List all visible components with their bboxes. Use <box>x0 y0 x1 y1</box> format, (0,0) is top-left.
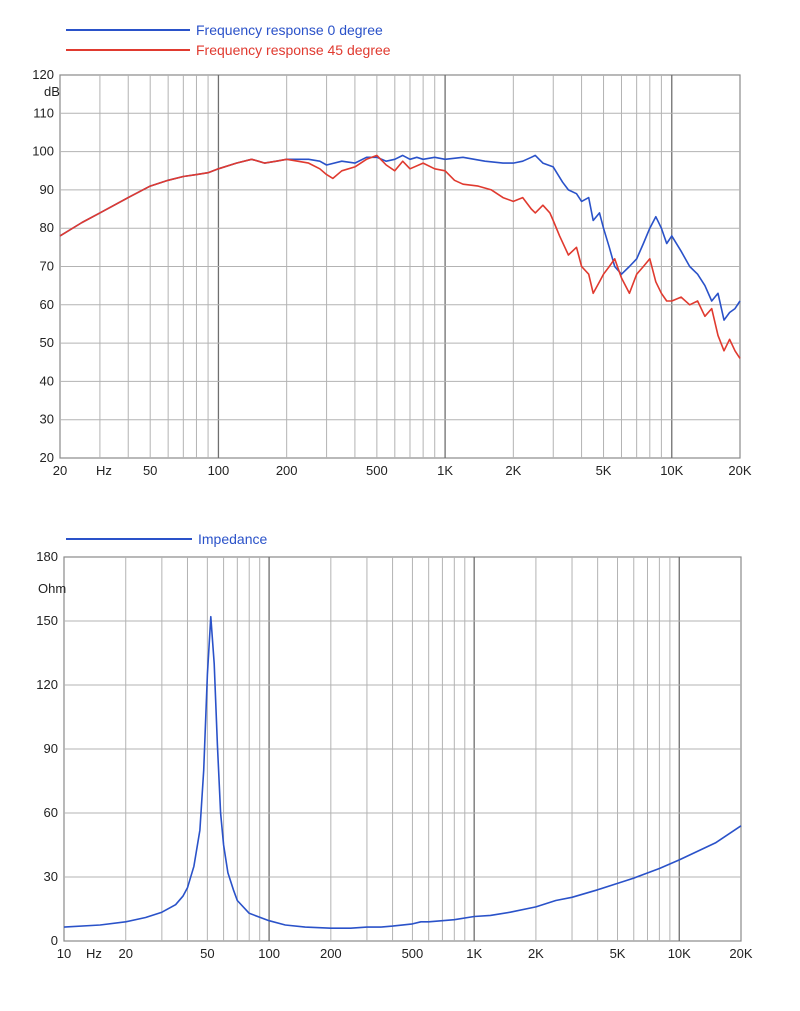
x-tick-label: 20K <box>729 946 752 961</box>
x-tick-label: 1K <box>466 946 482 961</box>
x-tick-label: 2K <box>528 946 544 961</box>
x-tick-label: 2K <box>505 463 521 478</box>
x-tick-label: 1K <box>437 463 453 478</box>
x-tick-label: 500 <box>402 946 424 961</box>
y-tick-label: 60 <box>44 805 58 820</box>
y-tick-label: 60 <box>40 297 54 312</box>
y-tick-label: 100 <box>32 144 54 159</box>
grid <box>64 557 741 941</box>
y-tick-label: 90 <box>44 741 58 756</box>
series-line-0 <box>63 615 742 930</box>
x-tick-label: 100 <box>208 463 230 478</box>
y-axis-unit-label: dB <box>44 84 60 99</box>
frequency-response-chart: 20 30 40 50 60 70 80 90 100 110 120 dB 20 50 100 200 500… <box>32 22 752 478</box>
x-tick-label: 500 <box>366 463 388 478</box>
series-line-1 <box>59 154 741 359</box>
y-tick-label: 30 <box>40 412 54 427</box>
y-axis-unit-label: Ohm <box>38 581 66 596</box>
legend-label-0: Frequency response 0 degree <box>196 22 383 38</box>
y-tick-label: 150 <box>36 613 58 628</box>
x-tick-label: 20 <box>53 463 67 478</box>
y-tick-label: 90 <box>40 182 54 197</box>
y-tick-label: 0 <box>51 933 58 948</box>
y-tick-label: 120 <box>32 67 54 82</box>
y-tick-label: 70 <box>40 259 54 274</box>
x-tick-label: 5K <box>596 463 612 478</box>
legend-label-0: Impedance <box>198 531 267 547</box>
x-tick-label: 200 <box>320 946 342 961</box>
x-tick-label: 5K <box>610 946 626 961</box>
y-tick-label: 40 <box>40 373 54 388</box>
y-tick-label: 110 <box>33 105 54 120</box>
x-tick-label: 20K <box>728 463 751 478</box>
x-axis-unit-label: Hz <box>86 946 102 961</box>
grid <box>60 75 740 458</box>
x-tick-label: 100 <box>258 946 280 961</box>
y-tick-label: 20 <box>40 450 54 465</box>
x-tick-label: 10 <box>57 946 71 961</box>
y-tick-label: 80 <box>40 220 54 235</box>
x-axis-unit-label: Hz <box>96 463 112 478</box>
x-tick-label: 50 <box>200 946 214 961</box>
y-tick-label: 120 <box>36 677 58 692</box>
x-tick-label: 200 <box>276 463 298 478</box>
x-tick-label: 20 <box>119 946 133 961</box>
x-tick-label: 10K <box>668 946 691 961</box>
legend-label-1: Frequency response 45 degree <box>196 42 391 58</box>
x-tick-label: 50 <box>143 463 157 478</box>
y-tick-label: 50 <box>40 335 54 350</box>
x-tick-label: 10K <box>660 463 683 478</box>
y-tick-label: 180 <box>36 549 58 564</box>
impedance-chart: 0 30 60 90 120 150 180 Ohm 10 20 50 100 200 500 1K 2K 5K… <box>36 531 753 961</box>
y-tick-label: 30 <box>44 869 58 884</box>
